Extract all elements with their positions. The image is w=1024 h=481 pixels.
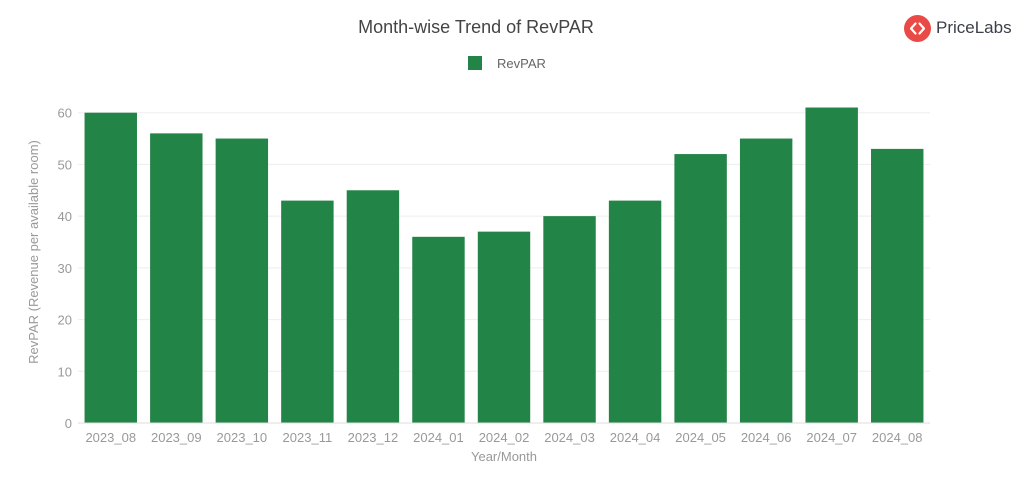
y-tick-label: 20	[58, 313, 72, 328]
x-axis-ticks: 2023_08 2023_09 2023_10 2023_11 2023_12 2024_…	[85, 430, 922, 445]
y-axis-ticks: 0 10 20 30 40 50 60	[58, 106, 72, 431]
x-tick-label: 2024_05	[675, 430, 726, 445]
bar-2024_07[interactable]	[805, 107, 858, 423]
x-tick-label: 2024_03	[544, 430, 595, 445]
pricelabs-logo-icon	[904, 14, 931, 42]
x-tick-label: 2024_01	[413, 430, 464, 445]
bar-2023_11[interactable]	[281, 200, 334, 423]
x-tick-label: 2024_06	[741, 430, 792, 445]
bar-2024_04[interactable]	[608, 200, 662, 423]
x-tick-label: 2024_04	[610, 430, 661, 445]
bar-2023_12[interactable]	[346, 190, 400, 423]
bar-2024_05[interactable]	[674, 154, 727, 423]
legend-label-revpar: RevPAR	[497, 56, 546, 71]
bar-2024_01[interactable]	[412, 236, 465, 423]
bar-2023_08[interactable]	[84, 112, 137, 423]
x-tick-label: 2023_11	[283, 430, 333, 445]
x-tick-label: 2024_07	[806, 430, 857, 445]
x-tick-label: 2024_08	[872, 430, 923, 445]
bar-2024_02[interactable]	[477, 231, 531, 423]
x-tick-label: 2023_12	[348, 430, 399, 445]
bars	[84, 107, 924, 423]
legend-swatch-revpar	[468, 56, 482, 70]
x-axis-label: Year/Month	[471, 449, 537, 464]
y-tick-label: 40	[58, 209, 72, 224]
y-tick-label: 50	[58, 157, 72, 172]
y-tick-label: 0	[65, 416, 72, 431]
brand-name: PriceLabs	[936, 18, 1012, 37]
bar-2024_06[interactable]	[739, 138, 793, 423]
y-tick-label: 60	[58, 106, 72, 121]
chart-title: Month-wise Trend of RevPAR	[358, 17, 594, 37]
legend[interactable]: RevPAR	[468, 56, 546, 71]
x-tick-label: 2023_08	[85, 430, 136, 445]
y-tick-label: 30	[58, 261, 72, 276]
bar-2024_08[interactable]	[871, 148, 924, 423]
bar-2023_10[interactable]	[215, 138, 269, 423]
y-axis-label: RevPAR (Revenue per available room)	[26, 140, 41, 364]
bar-2024_03[interactable]	[543, 216, 596, 423]
x-tick-label: 2023_09	[151, 430, 202, 445]
x-tick-label: 2024_02	[479, 430, 530, 445]
x-tick-label: 2023_10	[217, 430, 268, 445]
y-tick-label: 10	[58, 364, 72, 379]
bar-2023_09[interactable]	[150, 133, 203, 423]
pricelabs-brand[interactable]: PriceLabs	[904, 14, 1012, 42]
